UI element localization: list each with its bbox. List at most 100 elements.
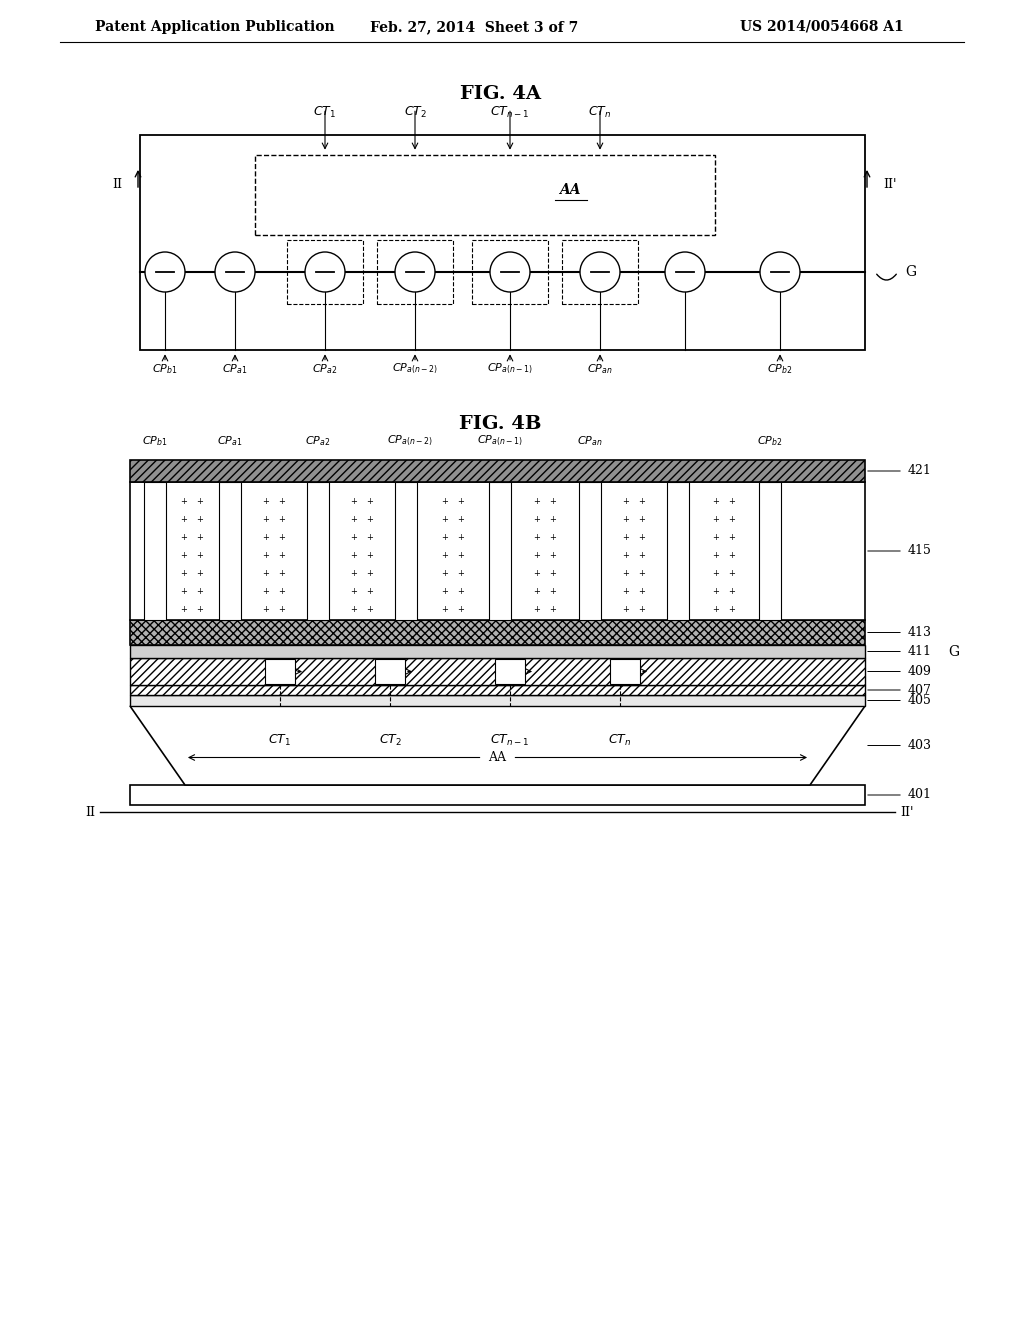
Text: +: + [367, 533, 374, 543]
Text: +: + [623, 516, 630, 524]
Text: $CP_{a1}$: $CP_{a1}$ [217, 434, 243, 447]
Text: $CP_{a(n-1)}$: $CP_{a(n-1)}$ [487, 362, 534, 376]
Circle shape [760, 252, 800, 292]
Text: +: + [713, 498, 720, 507]
Text: +: + [180, 498, 187, 507]
Text: +: + [623, 606, 630, 615]
Circle shape [145, 252, 185, 292]
Circle shape [305, 252, 345, 292]
Text: +: + [623, 569, 630, 578]
Text: G: G [905, 265, 916, 279]
Text: $CT_n$: $CT_n$ [589, 106, 611, 120]
Text: +: + [367, 552, 374, 561]
Bar [130, 696, 865, 706]
Text: +: + [279, 569, 286, 578]
Text: +: + [713, 552, 720, 561]
Text: +: + [262, 569, 269, 578]
Text: +: + [550, 552, 556, 561]
Text: +: + [350, 498, 357, 507]
Text: 401: 401 [908, 788, 932, 801]
Text: +: + [713, 587, 720, 597]
Bar [562, 240, 638, 304]
Text: +: + [350, 552, 357, 561]
Text: +: + [262, 587, 269, 597]
Bar [130, 685, 865, 696]
Bar [130, 645, 865, 657]
Bar [472, 240, 548, 304]
Text: +: + [262, 533, 269, 543]
Text: +: + [180, 606, 187, 615]
Text: +: + [180, 533, 187, 543]
Text: +: + [713, 533, 720, 543]
Text: +: + [279, 606, 286, 615]
Text: II: II [85, 805, 95, 818]
Text: +: + [367, 569, 374, 578]
Text: 405: 405 [908, 694, 932, 708]
Text: +: + [441, 569, 449, 578]
Text: +: + [728, 498, 735, 507]
Bar [377, 240, 453, 304]
Circle shape [665, 252, 705, 292]
Text: Feb. 27, 2014  Sheet 3 of 7: Feb. 27, 2014 Sheet 3 of 7 [370, 20, 579, 34]
Text: AA: AA [488, 751, 507, 764]
Text: +: + [180, 516, 187, 524]
Text: +: + [279, 498, 286, 507]
Text: +: + [367, 516, 374, 524]
Text: $CP_{a1}$: $CP_{a1}$ [222, 362, 248, 376]
Text: II': II' [883, 178, 896, 191]
Text: +: + [728, 587, 735, 597]
Text: +: + [197, 587, 204, 597]
Circle shape [215, 252, 255, 292]
Text: +: + [262, 516, 269, 524]
Text: 409: 409 [908, 665, 932, 678]
Text: $CT_{n-1}$: $CT_{n-1}$ [490, 106, 529, 120]
Text: +: + [728, 552, 735, 561]
Text: +: + [279, 552, 286, 561]
Text: +: + [639, 587, 645, 597]
Text: +: + [180, 587, 187, 597]
Text: +: + [728, 569, 735, 578]
Text: AA: AA [559, 183, 581, 197]
Text: +: + [534, 587, 541, 597]
Text: +: + [458, 533, 465, 543]
Text: +: + [197, 516, 204, 524]
Text: +: + [534, 516, 541, 524]
Text: +: + [441, 552, 449, 561]
Text: Patent Application Publication: Patent Application Publication [95, 20, 335, 34]
Text: +: + [639, 606, 645, 615]
Bar [579, 482, 601, 620]
Text: $CP_{a2}$: $CP_{a2}$ [312, 362, 338, 376]
Bar [287, 240, 362, 304]
Text: $CT_2$: $CT_2$ [379, 733, 401, 748]
Text: +: + [279, 587, 286, 597]
Text: $CP_{b1}$: $CP_{b1}$ [142, 434, 168, 447]
Text: +: + [458, 516, 465, 524]
Text: +: + [197, 552, 204, 561]
Text: +: + [262, 606, 269, 615]
Bar [759, 482, 781, 620]
Text: FIG. 4B: FIG. 4B [459, 414, 542, 433]
Text: $CP_{an}$: $CP_{an}$ [587, 362, 612, 376]
Text: +: + [441, 516, 449, 524]
Text: +: + [550, 516, 556, 524]
Text: +: + [458, 552, 465, 561]
Text: +: + [197, 606, 204, 615]
Text: +: + [441, 606, 449, 615]
Text: +: + [367, 606, 374, 615]
Text: +: + [639, 552, 645, 561]
Text: +: + [623, 552, 630, 561]
Text: +: + [534, 606, 541, 615]
Text: +: + [262, 498, 269, 507]
Text: +: + [713, 606, 720, 615]
Text: 415: 415 [908, 544, 932, 557]
Text: +: + [623, 587, 630, 597]
Bar [219, 482, 241, 620]
Text: +: + [458, 606, 465, 615]
Text: +: + [550, 498, 556, 507]
Text: +: + [713, 516, 720, 524]
Text: +: + [550, 569, 556, 578]
Bar [375, 659, 406, 684]
Text: +: + [728, 516, 735, 524]
Text: +: + [639, 498, 645, 507]
Bar [130, 482, 865, 620]
